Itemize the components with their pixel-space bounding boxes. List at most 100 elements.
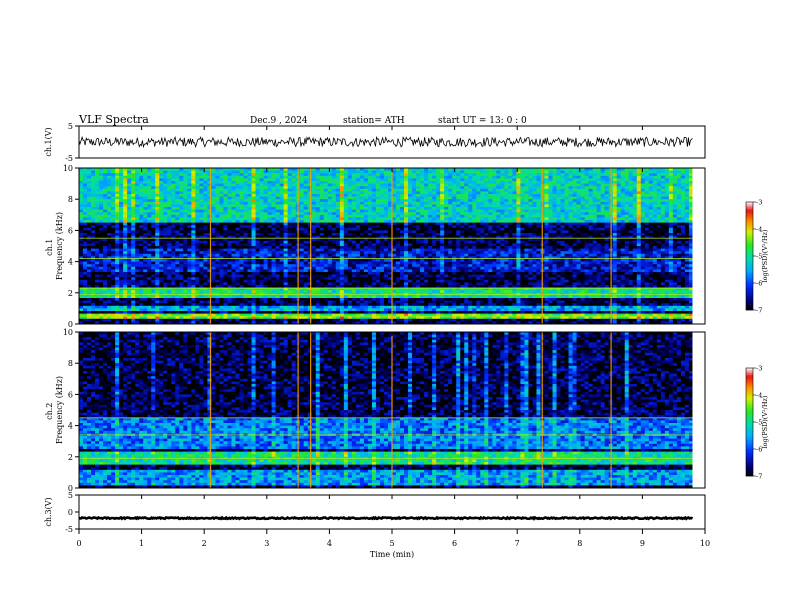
spectrogram-cell	[347, 266, 353, 270]
spectrogram-cell	[299, 274, 305, 278]
spectrogram-cell	[147, 316, 152, 320]
spectrogram-cell	[103, 188, 108, 192]
spectrogram-cell	[396, 175, 401, 179]
spectrogram-cell	[339, 204, 345, 208]
spectrogram-cell	[199, 246, 204, 249]
spectrogram-cell	[191, 253, 196, 257]
spectrogram-cell	[396, 233, 401, 236]
spectrogram-cell	[307, 287, 313, 291]
spectrogram-cell	[203, 300, 208, 304]
spectrogram-cell	[359, 204, 365, 208]
spectrogram-cell	[163, 308, 168, 312]
spectrogram-cell	[135, 194, 140, 197]
spectrogram-cell	[159, 256, 164, 260]
spectrogram-cell	[159, 173, 164, 177]
spectrogram-cell	[259, 279, 264, 283]
spectrogram-cell	[215, 259, 220, 262]
spectrogram-cell	[396, 173, 401, 177]
spectrogram-cell	[239, 225, 244, 229]
spectrogram-cell	[111, 298, 116, 301]
spectrogram-cell	[155, 194, 160, 197]
spectrogram-cell	[139, 233, 144, 236]
spectrogram-cell	[251, 188, 256, 192]
spectrogram-cell	[127, 318, 132, 322]
spectrogram-cell	[259, 290, 264, 294]
spectrogram-cell	[231, 264, 236, 268]
spectrogram-cell	[139, 212, 144, 216]
spectrogram-cell	[327, 233, 333, 236]
spectrogram-cell	[392, 227, 397, 231]
spectrogram-cell	[219, 188, 224, 192]
spectrogram-cell	[392, 277, 397, 281]
spectrogram-cell	[347, 217, 353, 221]
spectrogram-cell	[203, 220, 208, 223]
spectrogram-cell	[215, 209, 220, 213]
spectrogram-cell	[155, 305, 160, 309]
spectrogram-cell	[95, 204, 100, 208]
spectrogram-cell	[175, 272, 180, 275]
spectrogram-cell	[115, 173, 120, 177]
spectrogram-cell	[283, 194, 289, 197]
spectrogram-cell	[307, 256, 313, 260]
spectrogram-cell	[335, 266, 341, 270]
spectrogram-cell	[379, 246, 385, 249]
spectrogram-cell	[91, 191, 96, 195]
spectrogram-cell	[235, 303, 240, 307]
spectrogram-cell	[363, 225, 369, 229]
spectrogram-cell	[159, 303, 164, 307]
spectrogram-cell	[383, 230, 389, 234]
spectrogram-cell	[183, 303, 188, 307]
spectrogram-cell	[111, 204, 116, 208]
spectrogram-cell	[199, 178, 204, 182]
spectrogram-cell	[167, 256, 172, 260]
spectrogram-cell	[287, 279, 293, 283]
spectrogram-cell	[215, 222, 220, 226]
spectrogram-cell	[155, 168, 160, 171]
spectrogram-cell	[303, 196, 309, 200]
spectrogram-cell	[351, 225, 357, 229]
spectrogram-cell	[103, 285, 108, 288]
spectrogram-cell	[351, 204, 357, 208]
spectrogram-cell	[123, 285, 128, 288]
spectrogram-cell	[319, 321, 325, 325]
spectrogram-cell	[383, 186, 389, 190]
spectrogram-cell	[367, 204, 373, 208]
spectrogram-cell	[187, 248, 192, 252]
spectrogram-cell	[179, 287, 184, 291]
spectrogram-cell	[279, 253, 285, 257]
spectrogram-cell	[135, 282, 140, 286]
spectrogram-cell	[283, 308, 289, 312]
spectrogram-cell	[223, 321, 228, 325]
spectrogram-cell	[99, 243, 104, 247]
spectrogram-cell	[119, 277, 124, 281]
spectrogram-cell	[371, 282, 377, 286]
spectrogram-cell	[239, 168, 244, 171]
spectrogram-cell	[111, 321, 116, 325]
spectrogram-cell	[383, 240, 389, 244]
spectrogram-cell	[315, 285, 321, 288]
spectrogram-cell	[87, 295, 92, 299]
spectrogram-cell	[392, 295, 397, 299]
spectrogram-cell	[227, 243, 232, 247]
spectrogram-cell	[291, 269, 297, 273]
spectrogram-cell	[147, 259, 152, 262]
spectrogram-cell	[203, 194, 208, 197]
spectrogram-cell	[103, 178, 108, 182]
spectrogram-cell	[331, 311, 337, 314]
spectrogram-cell	[171, 199, 176, 203]
spectrogram-cell	[183, 168, 188, 171]
spectrogram-cell	[303, 321, 309, 325]
spectrogram-cell	[231, 181, 236, 184]
spectrogram-cell	[123, 256, 128, 260]
spectrogram-cell	[327, 290, 333, 294]
spectrogram-cell	[103, 279, 108, 283]
spectrogram-cell	[327, 261, 333, 265]
spectrogram-cell	[396, 253, 401, 257]
spectrogram-cell	[387, 209, 393, 213]
spectrogram-cell	[387, 175, 393, 179]
spectrogram-cell	[83, 230, 88, 234]
spectrogram-cell	[335, 316, 341, 320]
spectrogram-cell	[375, 308, 381, 312]
spectrogram-cell	[367, 264, 373, 268]
spectrogram-cell	[375, 233, 381, 236]
